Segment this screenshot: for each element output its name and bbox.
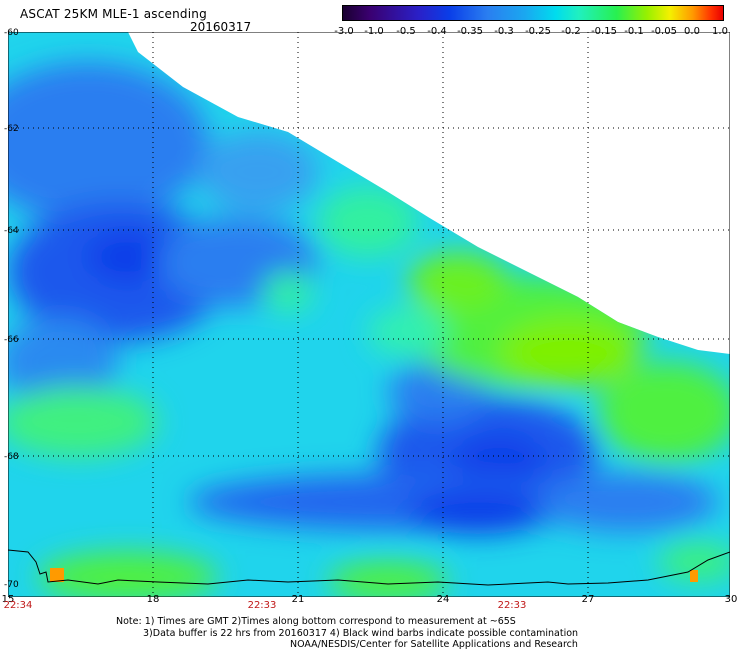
footnote: Note: 1) Times are GMT 2)Times along bot… bbox=[116, 616, 578, 639]
lat-label: -68 bbox=[4, 452, 19, 462]
lat-label: -66 bbox=[4, 335, 19, 345]
time-label: 22:33 bbox=[497, 600, 527, 611]
lon-label: 21 bbox=[291, 594, 305, 605]
time-label: 22:34 bbox=[3, 600, 33, 611]
time-label: 22:33 bbox=[247, 600, 277, 611]
satellite-swath-map bbox=[8, 32, 730, 597]
lon-label: 27 bbox=[581, 594, 595, 605]
lat-label: -64 bbox=[4, 226, 19, 236]
product-title: ASCAT 25KM MLE-1 ascending bbox=[20, 7, 207, 21]
coastline bbox=[8, 549, 730, 586]
lon-label: 15 bbox=[1, 594, 15, 605]
color-scale-bar bbox=[342, 5, 724, 21]
highlight-cell bbox=[50, 568, 64, 582]
lon-label: 24 bbox=[436, 594, 450, 605]
lon-label: 18 bbox=[146, 594, 160, 605]
footnote-line-1: Note: 1) Times are GMT 2)Times along bot… bbox=[116, 616, 516, 627]
swath-image bbox=[8, 32, 730, 597]
lat-label: -62 bbox=[4, 124, 19, 134]
lat-label: -60 bbox=[4, 28, 19, 38]
highlight-cell bbox=[690, 570, 698, 582]
lat-label: -70 bbox=[4, 580, 19, 590]
product-date: 20160317 bbox=[190, 20, 252, 34]
footnote-line-2: 3)Data buffer is 22 hrs from 20160317 4)… bbox=[143, 627, 579, 639]
credit-line: NOAA/NESDIS/Center for Satellite Applica… bbox=[290, 639, 578, 650]
lon-label: 30 bbox=[724, 594, 738, 605]
